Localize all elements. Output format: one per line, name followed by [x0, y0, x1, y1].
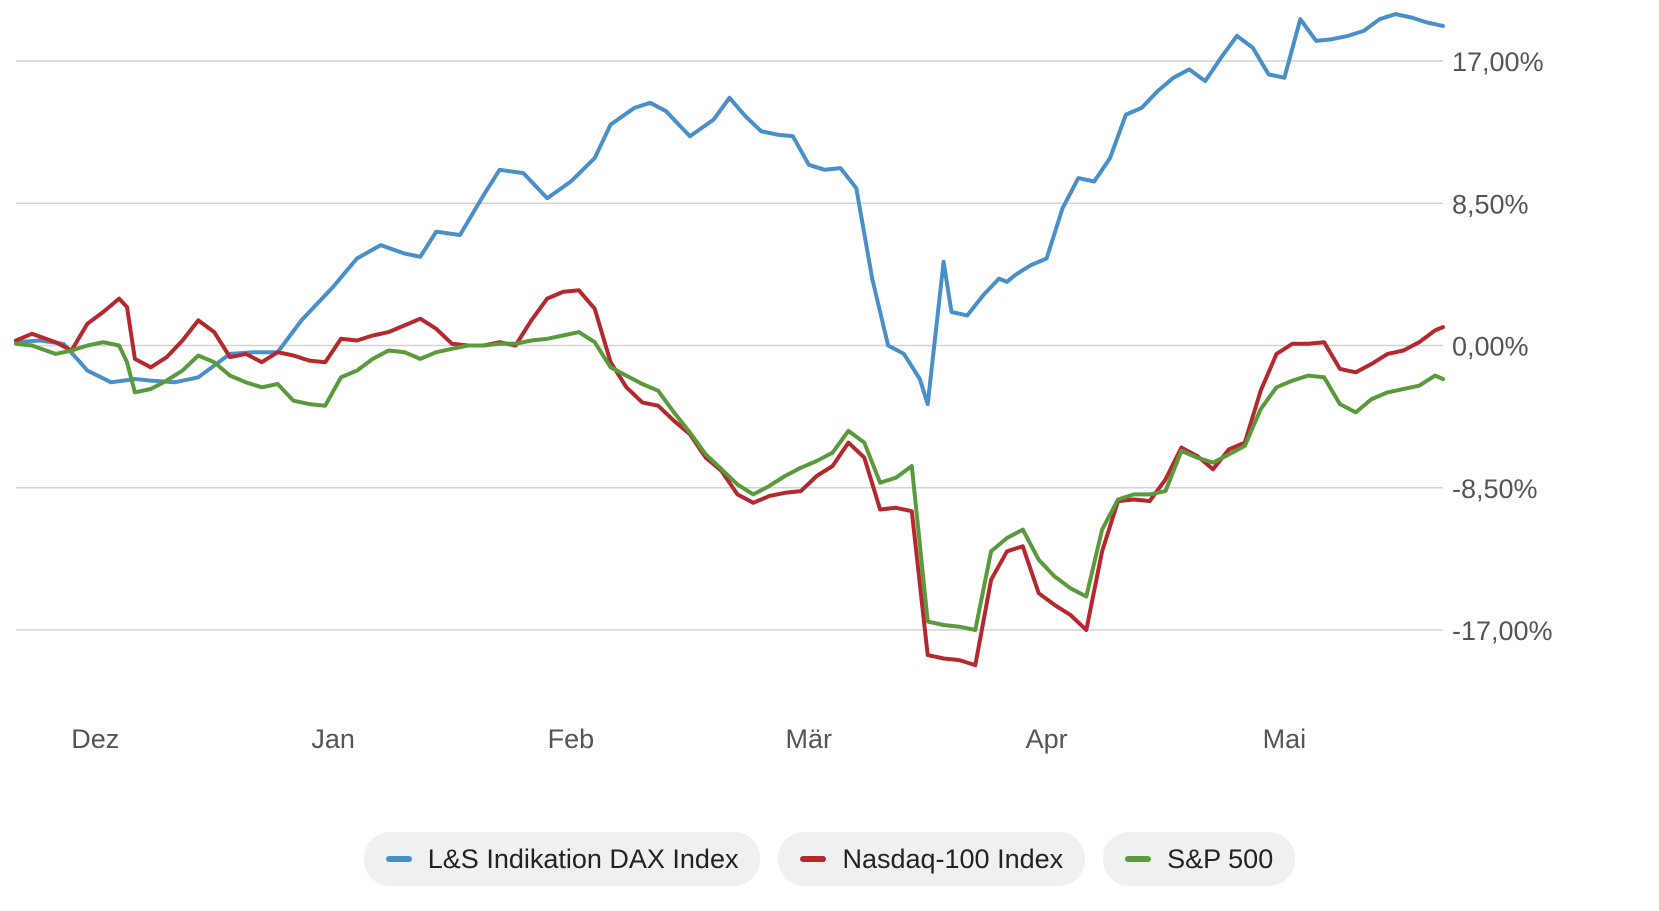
legend-label: Nasdaq-100 Index [842, 843, 1064, 874]
y-tick-label: -8,50% [1452, 474, 1538, 504]
line-chart: 17,00% 8,50% 0,00% -8,50% -17,00% Dez Jan Feb M… [14, 12, 1553, 754]
x-tick-label: Mai [1263, 724, 1307, 754]
legend-swatch [1125, 856, 1152, 862]
x-tick-label: Mär [786, 724, 833, 754]
legend-swatch [385, 856, 412, 862]
legend-label: S&P 500 [1167, 843, 1274, 874]
legend-label: L&S Indikation DAX Index [427, 843, 739, 874]
legend-item[interactable]: L&S Indikation DAX Index [363, 832, 761, 886]
x-tick-label: Apr [1026, 724, 1068, 754]
series-lines[interactable] [14, 12, 1445, 668]
y-axis-ticks: 17,00% 8,50% 0,00% -8,50% -17,00% [1452, 47, 1553, 646]
series-line[interactable] [14, 288, 1445, 668]
y-tick-label: -17,00% [1452, 616, 1553, 646]
chart-legend: L&S Indikation DAX Index Nasdaq-100 Index… [0, 832, 1659, 886]
legend-swatch [800, 856, 827, 862]
x-tick-label: Dez [71, 724, 119, 754]
x-tick-label: Jan [311, 724, 355, 754]
y-tick-label: 17,00% [1452, 47, 1544, 77]
legend-item[interactable]: Nasdaq-100 Index [778, 832, 1086, 886]
series-line[interactable] [14, 12, 1445, 407]
y-tick-label: 0,00% [1452, 332, 1529, 362]
y-tick-label: 8,50% [1452, 189, 1529, 219]
x-tick-label: Feb [548, 724, 595, 754]
x-axis-ticks: Dez Jan Feb Mär Apr Mai [71, 724, 1306, 754]
series-line[interactable] [14, 330, 1445, 632]
grid-lines [16, 60, 1443, 631]
legend-item[interactable]: S&P 500 [1103, 832, 1296, 886]
